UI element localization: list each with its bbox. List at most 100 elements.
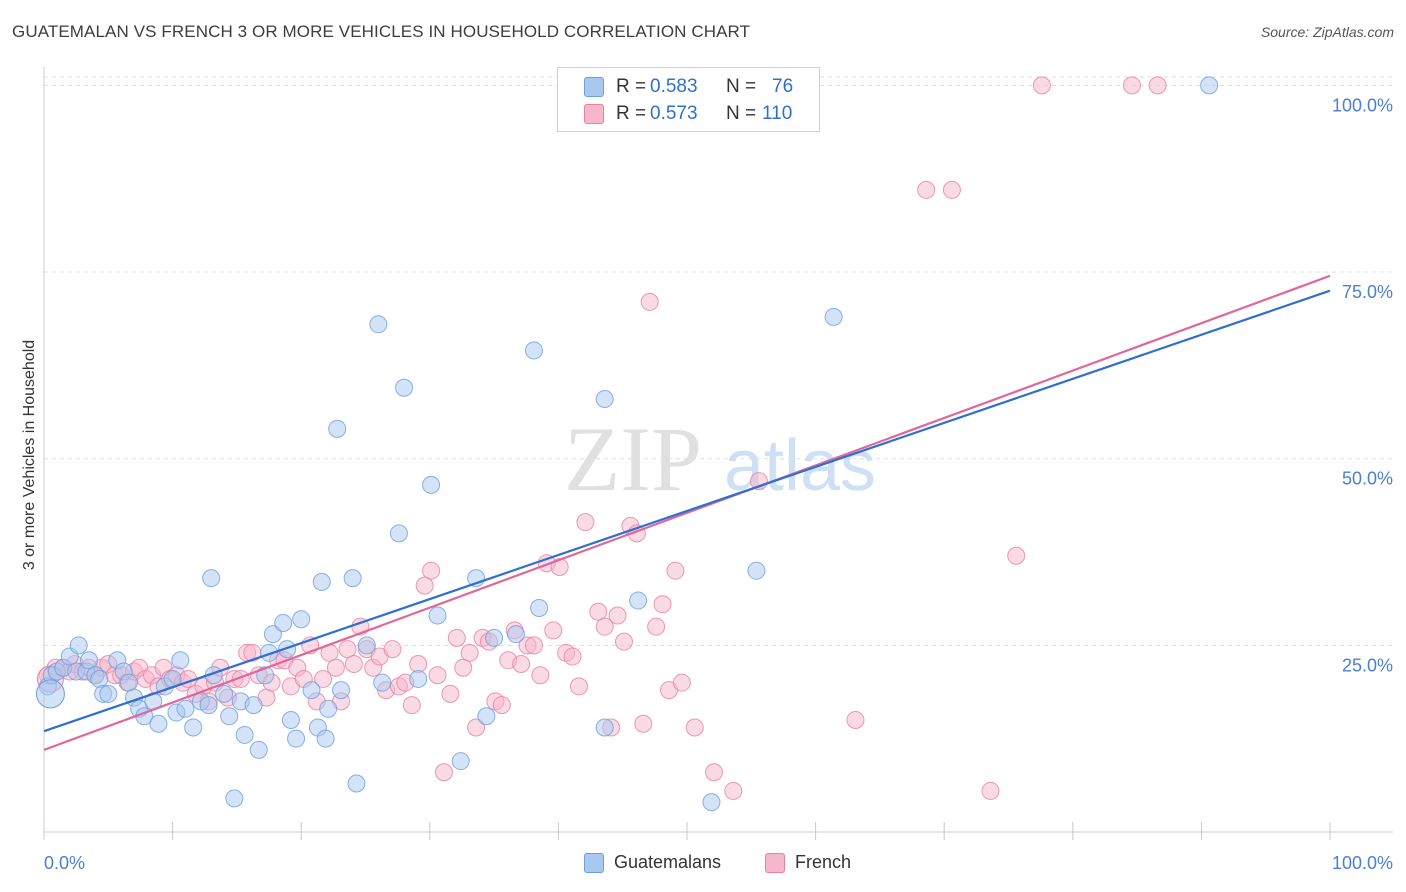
french-point [447,628,466,647]
guatemalan-point [274,613,293,632]
legend-item-french: French [765,852,851,873]
guatemalan-point [176,699,195,718]
stats-legend: R = 0.583 N = 76 R = 0.573 N = 110 [557,67,820,132]
guatemalan-point [149,714,168,733]
french-point [314,669,333,688]
guatemalan-point [249,740,268,759]
trend-lines [43,274,1331,751]
french-point [1007,546,1026,565]
french-point [563,647,582,666]
french-point [344,655,363,674]
french-point [441,684,460,703]
french-point [981,781,1000,800]
guatemalan-point [629,591,648,610]
guatemalan-point [389,524,408,543]
x-tick-label: 100.0% [1332,853,1393,873]
french-swatch [765,852,785,873]
french-point [672,673,691,692]
french-point [402,696,421,715]
watermark-atlas: atlas [724,426,876,506]
legend-item-guatemalans: Guatemalans [584,852,721,873]
guatemalan-point [171,651,190,670]
french-point [1032,76,1051,95]
watermark-zip: ZIP [564,408,702,510]
guatemalan-point [319,699,338,718]
guatemalan-point [235,725,254,744]
french-point [653,595,672,614]
guatemalan-point [824,307,843,326]
n-value: 76 [772,76,794,97]
guatemalan-point [302,681,321,700]
french-point [917,180,936,199]
guatemalan-point [119,673,138,692]
french-point [576,513,595,532]
r-value: 0.583 [650,76,698,97]
guatemalan-point [263,625,282,644]
axes [43,67,1393,840]
guatemalan-point [215,684,234,703]
french-point [666,561,685,580]
french-point [608,606,627,625]
french-point [846,711,865,730]
french-point [415,576,434,595]
french-point [685,718,704,737]
guatemalan-point [202,569,221,588]
french-point [942,180,961,199]
grid-lines [44,76,1393,646]
french-point [531,666,550,685]
guatemalan-swatch [584,77,604,97]
guatemalan-point [184,718,203,737]
guatemalan-point [292,610,311,629]
guatemalan-point [395,378,414,397]
guatemalan-trend-line [43,289,1331,733]
guatemalan-point [357,636,376,655]
y-tick-label: 75.0% [1342,282,1393,302]
guatemalan-points [35,76,1219,812]
guatemalan-point [312,572,331,591]
french-point [338,640,357,659]
french-point [589,602,608,621]
french-point [1122,76,1141,95]
guatemalan-point [347,774,366,793]
guatemalan-point [747,561,766,580]
guatemalan-point [477,707,496,726]
french-point [1148,76,1167,95]
guatemalan-point [225,789,244,808]
french-point [460,643,479,662]
french-trend-line [43,274,1331,751]
french-point [724,781,743,800]
guatemalan-point [595,718,614,737]
french-point [634,714,653,733]
source-label: Source: ZipAtlas.com [1260,24,1394,40]
r-label: R = [616,103,647,124]
chart-title: GUATEMALAN VS FRENCH 3 OR MORE VEHICLES … [12,22,751,41]
n-label: N = [726,103,757,124]
french-point [640,292,659,311]
guatemalan-point [369,315,388,334]
guatemalan-point [595,389,614,408]
x-tick-label: 0.0% [44,853,85,873]
guatemalan-point [99,684,118,703]
guatemalan-point [80,651,99,670]
french-point [383,640,402,659]
guatemalan-point [506,625,525,644]
guatemalan-point [328,419,347,438]
y-tick-label: 50.0% [1342,469,1393,489]
guatemalan-point [428,606,447,625]
guatemalan-point [244,696,263,715]
watermark: ZIP atlas [564,408,876,510]
french-point [614,632,633,651]
french-point [467,718,486,737]
guatemalan-point [373,673,392,692]
guatemalan-point [702,793,721,812]
french-point [454,658,473,677]
guatemalan-point [422,475,441,494]
guatemalan-point [199,696,218,715]
french-point [647,617,666,636]
french-point [705,763,724,782]
tick-labels: 25.0% 50.0% 75.0% 100.0% 0.0% 100.0% [44,95,1393,873]
french-point [434,763,453,782]
guatemalan-point [287,729,306,748]
guatemalan-point [1200,76,1219,95]
y-tick-label: 100.0% [1332,95,1393,115]
